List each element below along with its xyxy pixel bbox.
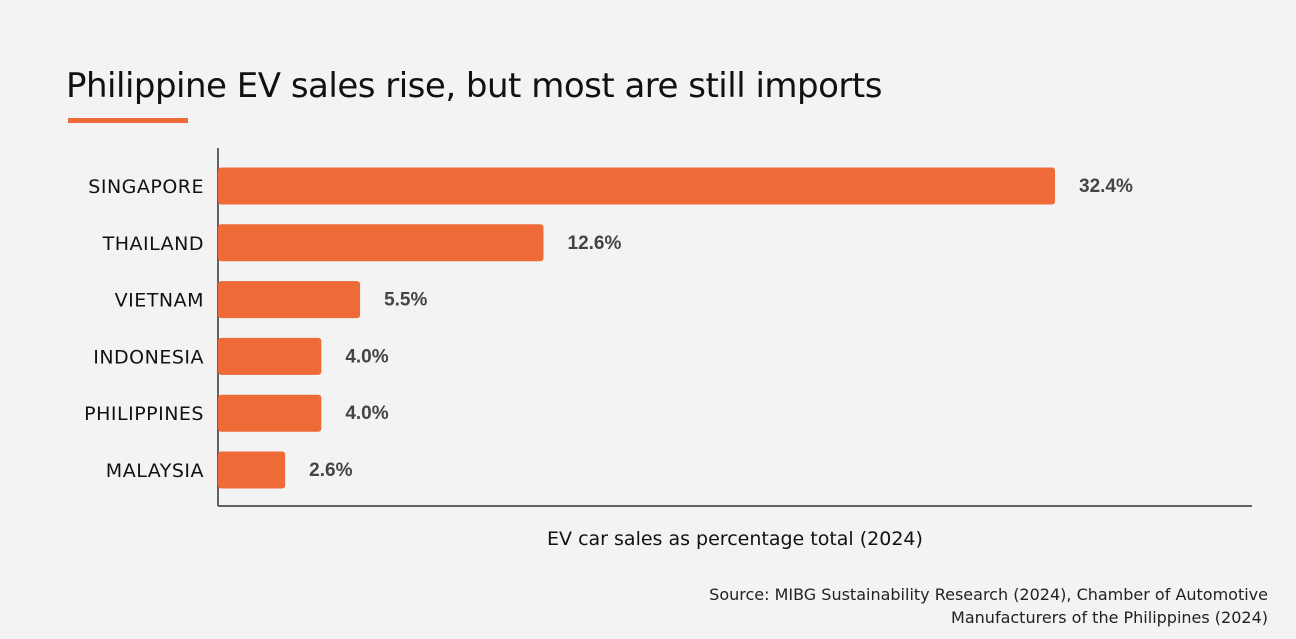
bar-vietnam — [218, 281, 361, 319]
bar-singapore — [218, 167, 1055, 205]
value-label-singapore: 32.4% — [1079, 176, 1133, 197]
source-note: Source: MIBG Sustainability Research (20… — [709, 583, 1268, 629]
category-label-indonesia: INDONESIA — [93, 346, 204, 368]
bar-malaysia — [218, 451, 286, 489]
value-label-indonesia: 4.0% — [345, 346, 388, 367]
source-line-1: Source: MIBG Sustainability Research (20… — [709, 585, 1268, 604]
value-label-vietnam: 5.5% — [384, 290, 427, 311]
title-underline-accent — [68, 118, 188, 123]
bar-thailand — [218, 224, 544, 262]
category-label-vietnam: VIETNAM — [115, 290, 204, 312]
value-label-malaysia: 2.6% — [309, 460, 352, 481]
value-label-thailand: 12.6% — [568, 233, 622, 254]
bar-indonesia — [218, 337, 322, 375]
category-label-malaysia: MALAYSIA — [106, 460, 204, 482]
category-label-singapore: SINGAPORE — [88, 176, 204, 198]
value-label-philippines: 4.0% — [345, 403, 388, 424]
category-label-philippines: PHILIPPINES — [84, 403, 204, 425]
chart-title: Philippine EV sales rise, but most are s… — [66, 66, 882, 106]
source-line-2: Manufacturers of the Philippines (2024) — [951, 608, 1268, 627]
category-label-thailand: THAILAND — [102, 233, 204, 255]
bar-philippines — [218, 394, 322, 432]
x-axis-label: EV car sales as percentage total (2024) — [547, 528, 923, 550]
